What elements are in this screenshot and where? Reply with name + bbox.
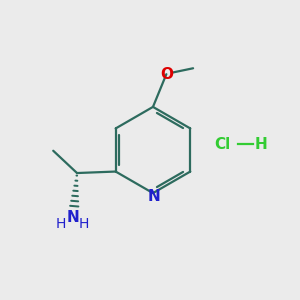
Text: H: H	[78, 217, 89, 231]
Text: H: H	[56, 217, 66, 231]
Text: N: N	[66, 209, 79, 224]
Text: Cl: Cl	[215, 136, 231, 152]
Text: H: H	[255, 136, 268, 152]
Text: N: N	[148, 189, 161, 204]
Text: O: O	[160, 67, 173, 82]
